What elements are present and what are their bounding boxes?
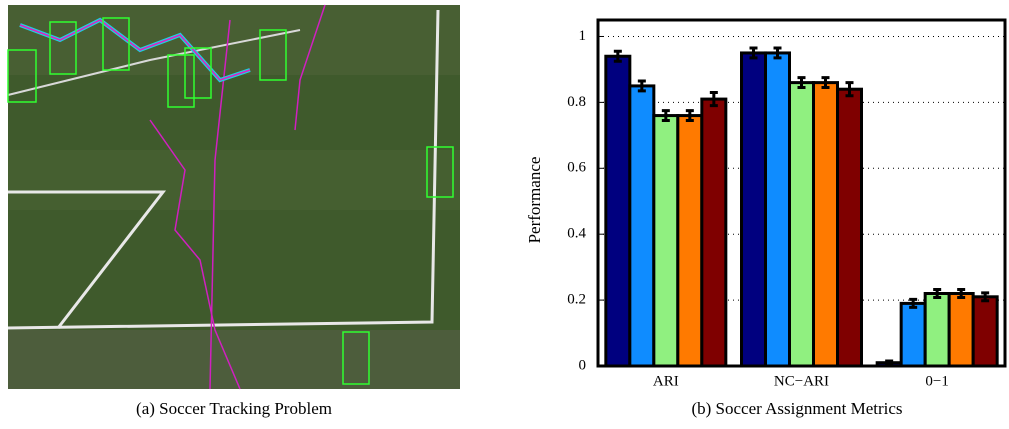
y-tick-label: 1 xyxy=(579,28,587,44)
bar xyxy=(742,53,766,366)
bar xyxy=(814,83,838,366)
x-tick-label: ARI xyxy=(653,373,679,389)
bar xyxy=(654,116,678,366)
y-axis-label: Performance xyxy=(525,157,544,244)
x-tick-label: NC−ARI xyxy=(774,373,829,389)
bar xyxy=(606,56,630,366)
y-tick-label: 0.4 xyxy=(567,226,586,242)
bar xyxy=(630,86,654,366)
x-tick-label: 0−1 xyxy=(925,373,948,389)
bar xyxy=(790,83,814,366)
y-tick-label: 0.6 xyxy=(567,160,586,176)
field-band xyxy=(8,330,460,389)
bar xyxy=(901,303,925,366)
bar xyxy=(702,99,726,366)
bar xyxy=(766,53,790,366)
bar xyxy=(949,294,973,366)
y-tick-label: 0.8 xyxy=(567,94,586,110)
figure: (a) Soccer Tracking Problem (b) Soccer A… xyxy=(0,0,1009,429)
bar xyxy=(973,297,997,366)
caption: (a) Soccer Tracking Problem xyxy=(136,399,332,418)
y-tick-label: 0 xyxy=(579,357,587,373)
field-band xyxy=(8,150,460,210)
bar xyxy=(678,116,702,366)
y-tick-label: 0.2 xyxy=(567,292,586,308)
caption: (b) Soccer Assignment Metrics xyxy=(691,399,902,418)
tracking-photo xyxy=(8,5,460,389)
bar xyxy=(838,89,862,366)
bar xyxy=(925,294,949,366)
